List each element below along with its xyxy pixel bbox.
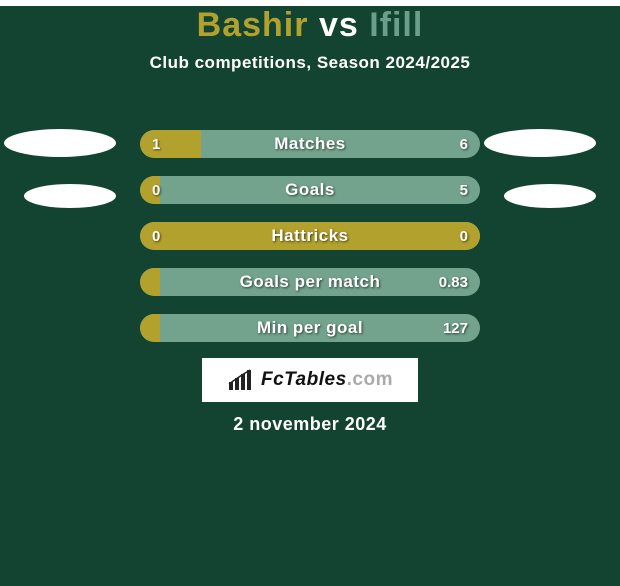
page-title: Bashir vs Ifill: [0, 6, 620, 45]
stat-bar-row: Min per goal127: [140, 314, 480, 342]
subtitle: Club competitions, Season 2024/2025: [0, 53, 620, 73]
player-shadow-ellipse: [504, 184, 596, 208]
stat-bar-right-value: 127: [443, 314, 468, 342]
title-player1: Bashir: [197, 6, 309, 44]
title-vs: vs: [319, 6, 359, 44]
stat-bar-label: Goals per match: [140, 268, 480, 296]
stat-bar-label: Hattricks: [140, 222, 480, 250]
stat-bar-row: 1Matches6: [140, 130, 480, 158]
brand-text: FcTables.com: [261, 369, 393, 391]
stat-bar-right-value: 6: [460, 130, 468, 158]
chart-canvas: Bashir vs Ifill Club competitions, Seaso…: [0, 6, 620, 586]
stat-bar-right-value: 5: [460, 176, 468, 204]
stat-bar-label: Matches: [140, 130, 480, 158]
stat-bars: 1Matches60Goals50Hattricks0Goals per mat…: [140, 130, 480, 360]
stat-bar-right-value: 0.83: [439, 268, 468, 296]
stat-bar-right-value: 0: [460, 222, 468, 250]
title-player2: Ifill: [369, 6, 423, 44]
date-text: 2 november 2024: [0, 414, 620, 435]
brand-name: FcTables: [261, 369, 347, 390]
stat-bar-row: Goals per match0.83: [140, 268, 480, 296]
player-shadow-ellipse: [24, 184, 116, 208]
stat-bar-label: Goals: [140, 176, 480, 204]
player-shadow-ellipse: [484, 129, 596, 157]
stat-bar-row: 0Goals5: [140, 176, 480, 204]
brand-suffix: .com: [347, 369, 393, 390]
player-shadow-ellipse: [4, 129, 116, 157]
stat-bar-row: 0Hattricks0: [140, 222, 480, 250]
bars-chart-icon: [227, 368, 257, 392]
stat-bar-label: Min per goal: [140, 314, 480, 342]
brand-box: FcTables.com: [202, 358, 418, 402]
